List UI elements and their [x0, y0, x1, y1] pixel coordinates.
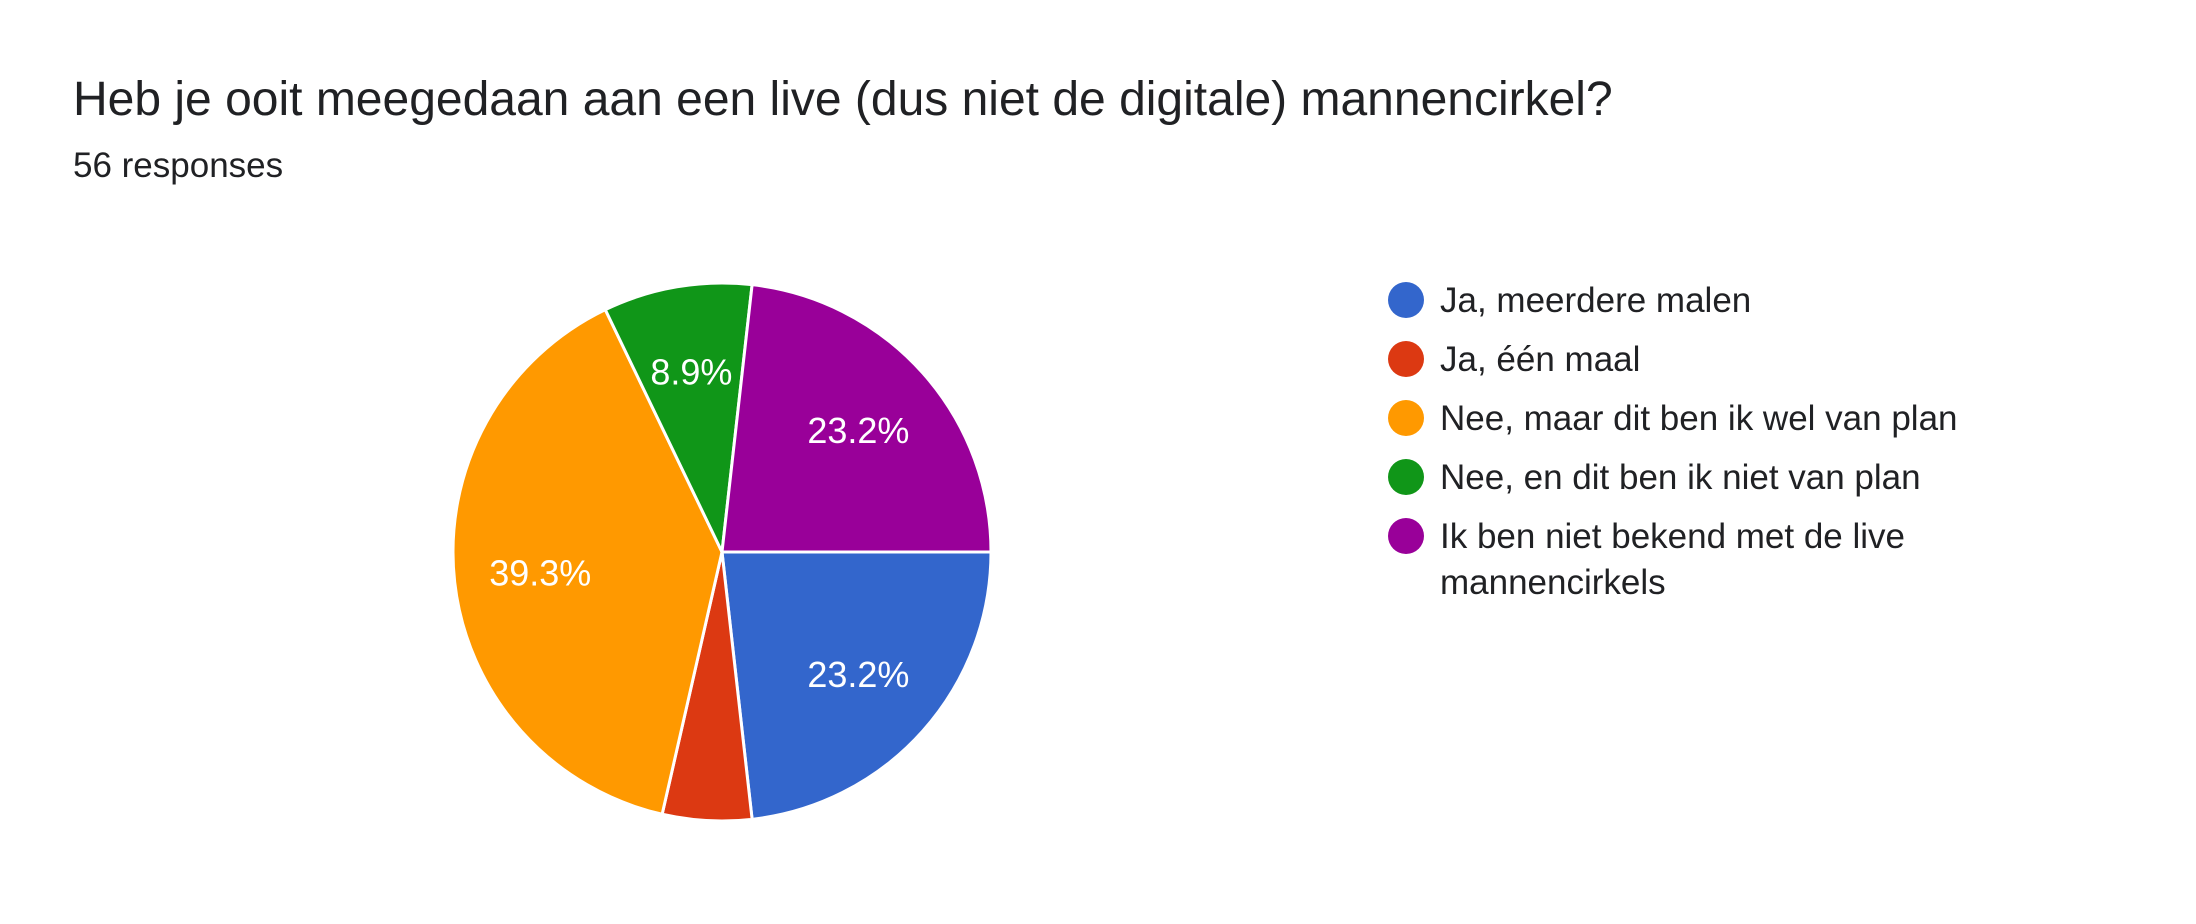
legend-item[interactable]: Nee, maar dit ben ik wel van plan — [1388, 396, 2000, 442]
legend-item[interactable]: Nee, en dit ben ik niet van plan — [1388, 455, 2000, 501]
legend-item[interactable]: Ja, één maal — [1388, 337, 2000, 383]
legend-label: Nee, en dit ben ik niet van plan — [1440, 458, 1921, 497]
legend: Ja, meerdere malen Ja, één maal Nee, maar … — [1388, 278, 2000, 619]
legend-label: Ja, meerdere malen — [1440, 281, 1752, 320]
pie-slice[interactable] — [720, 550, 993, 821]
legend-swatch-icon — [1388, 282, 1424, 318]
slice-label: 39.3% — [489, 552, 591, 593]
legend-label: Ik ben niet bekend met de live mannencir… — [1440, 517, 1906, 602]
legend-item[interactable]: Ik ben niet bekend met de live mannencir… — [1388, 514, 2000, 606]
pie-slice[interactable] — [451, 307, 724, 817]
pie-slice[interactable] — [720, 283, 993, 554]
slice-label: 23.2% — [807, 410, 909, 451]
legend-swatch-icon — [1388, 400, 1424, 436]
legend-label: Nee, maar dit ben ik wel van plan — [1440, 399, 1958, 438]
legend-swatch-icon — [1388, 518, 1424, 554]
slice-label: 8.9% — [650, 352, 732, 393]
response-count: 56 responses — [73, 146, 284, 185]
legend-label: Ja, één maal — [1440, 340, 1641, 379]
pie-slice[interactable] — [603, 281, 754, 558]
legend-swatch-icon — [1388, 341, 1424, 377]
legend-swatch-icon — [1388, 459, 1424, 495]
legend-item[interactable]: Ja, meerdere malen — [1388, 278, 2000, 324]
slice-label: 23.2% — [807, 654, 909, 695]
chart-title: Heb je ooit meegedaan aan een live (dus … — [73, 73, 1613, 126]
